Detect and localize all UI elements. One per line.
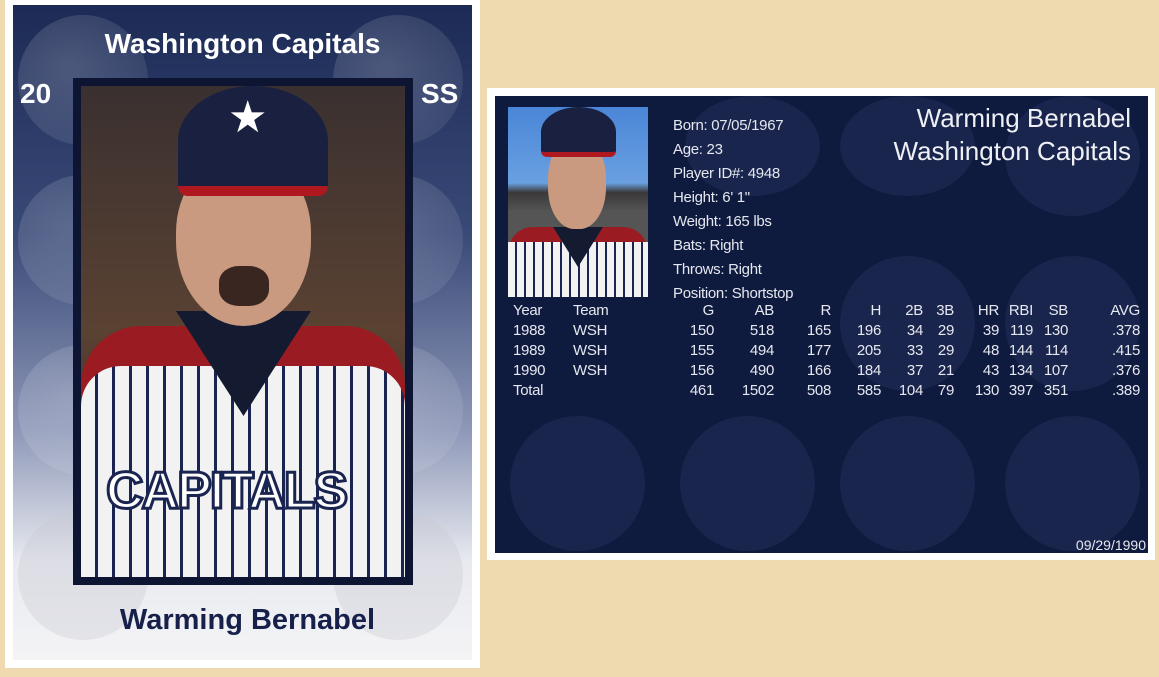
stats-cell: 29 bbox=[937, 342, 954, 359]
stats-cell: 104 bbox=[898, 382, 923, 399]
bio-player-id: Player ID#: 4948 bbox=[673, 165, 780, 182]
stats-header-cell: Team bbox=[573, 302, 609, 319]
stats-cell: 39 bbox=[982, 322, 999, 339]
stats-cell: 130 bbox=[1043, 322, 1068, 339]
card-date: 09/29/1990 bbox=[1075, 537, 1146, 553]
stats-cell: 397 bbox=[1008, 382, 1033, 399]
stats-header-cell: AVG bbox=[1110, 302, 1140, 319]
bio-weight: Weight: 165 lbs bbox=[673, 213, 772, 230]
stats-header-cell: Year bbox=[513, 302, 543, 319]
player-thumbnail bbox=[508, 107, 648, 297]
bio-height: Height: 6' 1" bbox=[673, 189, 750, 206]
position-abbrev: SS bbox=[421, 78, 459, 109]
front-card: Washington Capitals 20 SS ★ CAPITALS War… bbox=[5, 0, 480, 668]
stats-cell: 34 bbox=[906, 322, 923, 339]
back-player-name: Warming Bernabel bbox=[916, 103, 1131, 133]
stats-cell: WSH bbox=[573, 362, 608, 379]
front-team-name: Washington Capitals bbox=[104, 28, 381, 59]
jersey-lettering: CAPITALS bbox=[104, 461, 349, 522]
stats-cell: 150 bbox=[689, 322, 714, 339]
stats-cell: 518 bbox=[749, 322, 774, 339]
stats-cell: WSH bbox=[573, 342, 608, 359]
stats-header-cell: 2B bbox=[905, 302, 923, 319]
stats-cell: 205 bbox=[856, 342, 881, 359]
stats-cell: .378 bbox=[1112, 322, 1140, 339]
stats-cell: 130 bbox=[974, 382, 999, 399]
stats-cell: 494 bbox=[749, 342, 774, 359]
stats-cell: 21 bbox=[937, 362, 954, 379]
stats-cell: 166 bbox=[806, 362, 831, 379]
jersey-number: 20 bbox=[20, 78, 52, 109]
stats-cell: 177 bbox=[806, 342, 831, 359]
stats-header-cell: R bbox=[820, 302, 831, 319]
stats-cell: WSH bbox=[573, 322, 608, 339]
stats-header-cell: AB bbox=[754, 302, 775, 319]
stats-cell: 33 bbox=[906, 342, 923, 359]
stats-header-cell: 3B bbox=[936, 302, 954, 319]
stats-cell: 119 bbox=[1009, 322, 1033, 339]
stats-cell: 107 bbox=[1043, 362, 1068, 379]
back-team-name: Washington Capitals bbox=[893, 136, 1132, 166]
stats-cell: 134 bbox=[1008, 362, 1033, 379]
stats-cell: 585 bbox=[856, 382, 881, 399]
front-player-name: Warming Bernabel bbox=[119, 604, 376, 636]
stats-cell: 461 bbox=[689, 382, 714, 399]
stats-cell: 155 bbox=[689, 342, 714, 359]
stats-cell: Total bbox=[513, 382, 544, 399]
stats-cell: 1988 bbox=[513, 322, 546, 339]
star-logo-icon: ★ bbox=[228, 93, 268, 142]
stats-cell: .389 bbox=[1112, 382, 1140, 399]
stats-cell: 156 bbox=[689, 362, 714, 379]
bio-bats: Bats: Right bbox=[673, 237, 744, 254]
stats-header-cell: HR bbox=[977, 302, 999, 319]
stats-cell: .415 bbox=[1112, 342, 1140, 359]
bio-throws: Throws: Right bbox=[673, 261, 762, 278]
stats-cell: 508 bbox=[806, 382, 831, 399]
stats-cell: 490 bbox=[749, 362, 774, 379]
player-photo-frame: ★ CAPITALS bbox=[73, 78, 413, 585]
stats-cell: 29 bbox=[937, 322, 954, 339]
stats-cell: .376 bbox=[1112, 362, 1140, 379]
stats-cell: 114 bbox=[1044, 342, 1068, 359]
stats-cell: 184 bbox=[856, 362, 881, 379]
stats-cell: 351 bbox=[1043, 382, 1068, 399]
stats-cell: 79 bbox=[937, 382, 954, 399]
bio-born: Born: 07/05/1967 bbox=[673, 117, 784, 134]
stats-cell: 43 bbox=[982, 362, 999, 379]
stats-header-cell: H bbox=[870, 302, 881, 319]
stats-header-cell: G bbox=[702, 302, 715, 319]
stats-cell: 165 bbox=[806, 322, 831, 339]
stats-header-cell: RBI bbox=[1008, 302, 1033, 319]
bio-position: Position: Shortstop bbox=[673, 285, 794, 302]
stats-cell: 196 bbox=[856, 322, 881, 339]
stats-cell: 37 bbox=[906, 362, 923, 379]
stats-cell: 144 bbox=[1008, 342, 1033, 359]
stats-cell: 1989 bbox=[513, 342, 546, 359]
player-photo: ★ CAPITALS bbox=[81, 86, 405, 577]
stats-header-cell: SB bbox=[1048, 302, 1069, 319]
stats-cell: 1502 bbox=[741, 382, 774, 399]
stats-cell: 48 bbox=[982, 342, 999, 359]
bio-age: Age: 23 bbox=[673, 141, 723, 158]
stats-cell: 1990 bbox=[513, 362, 546, 379]
